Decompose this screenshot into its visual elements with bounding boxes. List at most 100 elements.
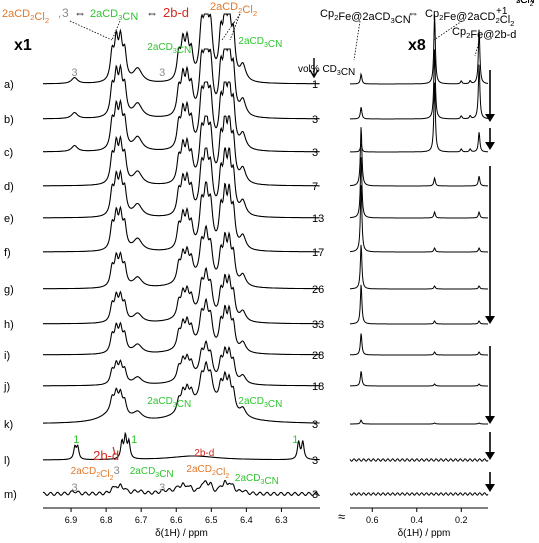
annotation-arrow-2b-d bbox=[112, 446, 116, 456]
right-x-tick-label: 0.4 bbox=[411, 515, 424, 525]
vol-percent-c: 3 bbox=[312, 147, 318, 159]
vol-percent-header: vol% CD3CN bbox=[298, 64, 355, 78]
annotation-leader-line bbox=[474, 37, 481, 57]
row-label-c: c) bbox=[4, 147, 13, 159]
row-label-l: l) bbox=[4, 455, 10, 467]
spectrum-trace-a bbox=[43, 13, 320, 85]
legend-comma: , bbox=[58, 8, 61, 20]
annotation-3: 3 bbox=[71, 67, 77, 79]
legend-2b-d: 2b-d bbox=[163, 5, 189, 20]
vol-percent-l: 3 bbox=[312, 455, 318, 467]
annotation-leader-line bbox=[353, 20, 361, 61]
legend-3: 3 bbox=[62, 6, 69, 20]
row-label-k: k) bbox=[4, 419, 13, 431]
right-spectrum-trace-k bbox=[350, 419, 488, 425]
reaction-step-label: +CuBr bbox=[496, 0, 525, 3]
right-spectrum-trace-a bbox=[350, 14, 488, 85]
annotation-leader-line bbox=[69, 20, 113, 41]
vol-percent-i: 28 bbox=[312, 350, 324, 362]
annotation-2aCD3CN: 2aCD3CN bbox=[130, 466, 174, 480]
spectrum-trace-g bbox=[43, 224, 320, 290]
row-label-f: f) bbox=[4, 247, 11, 259]
right-spectrum-trace-e bbox=[350, 157, 488, 219]
legend-2aCD2Cl2: 2aCD2Cl2 bbox=[2, 8, 49, 25]
right-legend-cp2fe-2aCD2Cl2: Cp2Fe@2aCD2Cl2 bbox=[425, 8, 514, 28]
vol-percent-g: 26 bbox=[312, 284, 324, 296]
vol-percent-m: 3 bbox=[312, 489, 318, 501]
right-spectrum-trace-f bbox=[349, 185, 488, 253]
legend-equilibrium-arrow-2: ⇔ bbox=[146, 6, 158, 20]
left-x-tick-label: 6.9 bbox=[65, 515, 78, 525]
left-scale-factor: x1 bbox=[14, 37, 32, 54]
annotation-2aCD2Cl2: 2aCD2Cl2 bbox=[186, 464, 229, 480]
row-label-m: m) bbox=[4, 489, 17, 501]
right-legend-arrow: ⇔ bbox=[407, 6, 419, 20]
vol-percent-e: 13 bbox=[312, 213, 324, 225]
row-label-j: j) bbox=[3, 381, 10, 393]
left-x-tick-label: 6.7 bbox=[135, 515, 148, 525]
right-spectrum-trace-g bbox=[350, 244, 488, 290]
reaction-step-arrowhead bbox=[485, 416, 495, 424]
vol-percent-b: 3 bbox=[312, 114, 318, 126]
vol-percent-f: 17 bbox=[312, 247, 324, 259]
left-x-tick-label: 6.4 bbox=[240, 515, 253, 525]
spectrum-trace-e bbox=[43, 147, 320, 219]
vol-percent-d: 7 bbox=[312, 181, 318, 193]
row-label-g: g) bbox=[4, 284, 14, 296]
spectrum-trace-m bbox=[42, 479, 320, 496]
left-x-tick-label: 6.5 bbox=[205, 515, 218, 525]
legend-equilibrium-arrow-1: ⇔ bbox=[74, 6, 86, 20]
right-legend-cp2fe-2b-d: Cp2Fe@2b-d bbox=[452, 26, 516, 41]
annotation-1: 1 bbox=[292, 434, 298, 446]
row-label-a: a) bbox=[4, 79, 14, 91]
right-spectrum-trace-i bbox=[349, 333, 488, 356]
annotation-2aCD3CN: 2aCD3CN bbox=[235, 473, 279, 487]
annotation-2aCD3CN: 2aCD3CN bbox=[238, 396, 282, 410]
right-spectrum-trace-b bbox=[350, 49, 488, 120]
left-x-tick-label: 6.3 bbox=[275, 515, 288, 525]
annotation-2b-d: 2b-d bbox=[93, 448, 119, 463]
right-scale-factor: x8 bbox=[408, 37, 426, 54]
annotation-3: 3 bbox=[71, 482, 77, 494]
vol-arrow bbox=[309, 58, 319, 79]
reaction-step-arrowhead bbox=[485, 452, 495, 460]
right-spectrum-trace-m bbox=[349, 492, 489, 496]
vol-percent-k: 3 bbox=[312, 419, 318, 431]
right-spectrum-trace-d bbox=[350, 127, 488, 187]
annotation-3: 3 bbox=[159, 67, 165, 79]
annotation-2b-d: 2b-d bbox=[194, 448, 214, 459]
reaction-step-label: +1 bbox=[496, 6, 508, 17]
spectrum-trace-k bbox=[43, 360, 320, 424]
left-x-tick-label: 6.8 bbox=[100, 515, 113, 525]
spectrum-trace-l bbox=[43, 431, 320, 461]
right-x-tick-label: 0.6 bbox=[366, 515, 379, 525]
annotation-1: 1 bbox=[73, 434, 79, 446]
right-spectrum-trace-h bbox=[350, 284, 488, 325]
top-label-2aCD2Cl2: 2aCD2Cl2 bbox=[210, 1, 257, 18]
vol-percent-h: 33 bbox=[312, 319, 324, 331]
annotation-2aCD3CN: 2aCD3CN bbox=[147, 396, 191, 410]
annotation-2aCD3CN: 2aCD3CN bbox=[147, 42, 191, 56]
reaction-step-label: +CD3CN bbox=[496, 0, 535, 6]
axis-break-mark: ≈ bbox=[338, 509, 345, 524]
reaction-step-arrowhead bbox=[485, 142, 495, 150]
spectrum-trace-d bbox=[43, 115, 320, 187]
annotation-leader-line bbox=[221, 13, 241, 41]
row-label-h: h) bbox=[4, 319, 14, 331]
reaction-step-arrowhead bbox=[485, 114, 495, 122]
reaction-step-arrowhead bbox=[485, 316, 495, 324]
row-label-i: i) bbox=[4, 350, 10, 362]
vol-percent-j: 18 bbox=[312, 381, 324, 393]
right-legend-cp2fe-2aCD3CN: Cp2Fe@2aCD3CN bbox=[320, 8, 411, 26]
reaction-step-label: +CuBr bbox=[496, 0, 525, 3]
annotation-leader-line bbox=[433, 20, 463, 41]
annotation-leader-line bbox=[111, 20, 121, 41]
spectrum-trace-j bbox=[43, 340, 320, 387]
right-spectrum-trace-c bbox=[350, 82, 489, 153]
annotation-1: 1 bbox=[131, 434, 137, 446]
reaction-step-label: +CD2Cl2 bbox=[496, 0, 534, 8]
spectrum-trace-f bbox=[43, 181, 320, 253]
spectrum-trace-b bbox=[43, 48, 320, 120]
left-x-tick-label: 6.6 bbox=[170, 515, 183, 525]
